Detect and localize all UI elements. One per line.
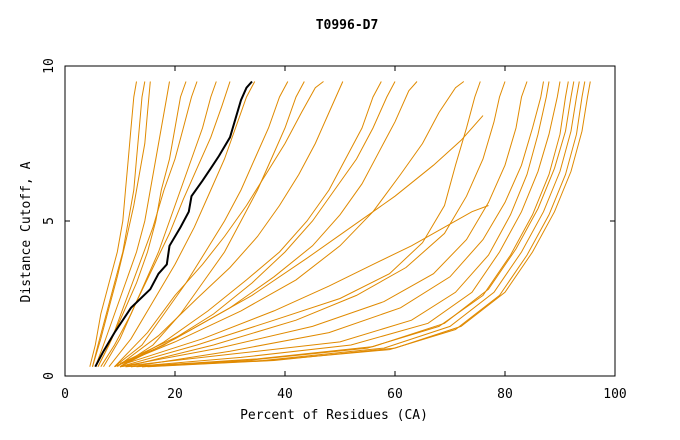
- series-line-15: [114, 81, 396, 368]
- series-line-18: [119, 115, 484, 365]
- series-line-5: [97, 81, 187, 367]
- x-axis-ticks: 0 20 40 60 80 100: [61, 66, 627, 402]
- x-tick-label: 80: [497, 387, 513, 402]
- y-tick-label: 0: [42, 372, 57, 380]
- series-line-21: [125, 81, 506, 368]
- y-axis-label: Distance Cutoff, A: [19, 161, 34, 302]
- series-line-9: [108, 81, 256, 368]
- series-line-13: [116, 81, 344, 368]
- series-line-2: [89, 81, 137, 367]
- series-line-11: [119, 81, 305, 368]
- series-line-27: [136, 81, 575, 368]
- series-line-24: [119, 81, 550, 368]
- series-line-1: [92, 81, 146, 367]
- series-line-4: [94, 81, 170, 367]
- series-line-19: [125, 205, 489, 365]
- series-line-7: [100, 81, 217, 367]
- series-layer: [89, 81, 591, 368]
- series-line-8: [103, 81, 231, 367]
- chart-title: T0996-D7: [316, 18, 379, 33]
- x-tick-label: 40: [277, 387, 293, 402]
- series-line-14: [119, 81, 382, 368]
- series-line-12: [114, 81, 324, 368]
- series-line-26: [125, 81, 569, 368]
- y-tick-label: 5: [42, 217, 57, 225]
- highlight-series-line: [94, 80, 253, 368]
- highlight-layer: [94, 80, 253, 368]
- x-tick-label: 0: [61, 387, 69, 402]
- x-tick-label: 20: [167, 387, 183, 402]
- series-line-30: [147, 81, 591, 368]
- x-tick-label: 60: [387, 387, 403, 402]
- series-line-20: [119, 81, 481, 368]
- x-axis-label: Percent of Residues (CA): [240, 408, 428, 423]
- series-line-17: [114, 81, 465, 368]
- series-line-6: [97, 81, 198, 367]
- series-line-22: [119, 81, 528, 368]
- series-line-28: [141, 81, 580, 368]
- series-line-25: [130, 81, 561, 368]
- x-tick-label: 100: [603, 387, 626, 402]
- series-line-16: [119, 81, 418, 368]
- y-tick-label: 10: [42, 58, 57, 74]
- y-axis-ticks: 0 5 10: [42, 58, 615, 380]
- series-line-23: [130, 81, 544, 368]
- series-line-10: [114, 81, 289, 368]
- series-line-3: [92, 81, 151, 367]
